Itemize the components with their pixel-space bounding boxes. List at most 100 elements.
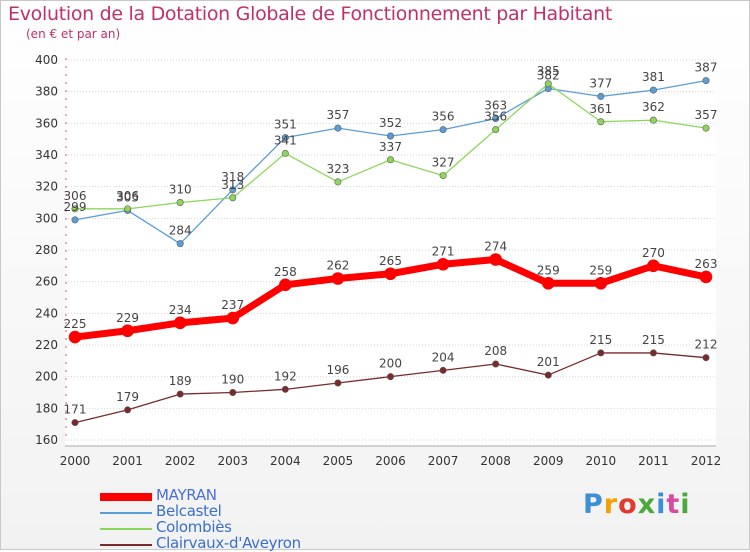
data-label: 229 — [116, 311, 139, 325]
data-label: 306 — [64, 189, 87, 203]
y-tick-label: 340 — [35, 148, 58, 162]
data-point — [229, 388, 237, 396]
data-label: 306 — [116, 189, 139, 203]
y-tick-label: 160 — [35, 433, 58, 447]
data-point — [121, 324, 134, 338]
y-tick-label: 300 — [35, 211, 58, 225]
logo-letter: x — [637, 489, 657, 520]
data-point — [649, 86, 657, 94]
x-tick-label: 2010 — [586, 454, 617, 468]
data-point — [71, 205, 79, 213]
data-point — [439, 366, 447, 374]
data-point — [702, 354, 710, 362]
legend-label: Clairvaux-d'Aveyron — [156, 534, 301, 552]
data-label: 284 — [169, 224, 192, 238]
data-point — [439, 126, 447, 134]
data-label: 385 — [537, 64, 560, 78]
logo-letter: r — [603, 489, 619, 520]
y-tick-label: 380 — [35, 85, 58, 99]
data-label: 274 — [484, 240, 507, 254]
data-label: 189 — [169, 374, 192, 388]
data-label: 299 — [64, 200, 87, 214]
data-point — [226, 311, 240, 325]
data-point — [544, 371, 552, 379]
logo-letter: i — [656, 489, 667, 520]
data-point — [597, 349, 605, 357]
y-tick-label: 220 — [35, 338, 58, 352]
data-label: 363 — [484, 99, 507, 113]
data-point — [699, 270, 713, 284]
data-point — [229, 194, 237, 202]
data-point — [331, 272, 345, 285]
proxiti-logo: Proxiti — [583, 489, 691, 520]
data-point — [702, 77, 710, 85]
data-label: 352 — [379, 116, 402, 130]
data-point — [384, 267, 397, 281]
data-point — [649, 116, 657, 124]
x-tick-label: 2009 — [533, 454, 564, 468]
data-point — [71, 216, 79, 224]
data-label: 234 — [169, 303, 192, 317]
data-label: 204 — [432, 350, 455, 364]
data-point — [229, 186, 237, 194]
data-label: 377 — [589, 76, 612, 90]
x-tick-label: 2011 — [638, 454, 669, 468]
legend-swatch — [100, 544, 152, 546]
data-label: 357 — [695, 108, 718, 122]
data-label: 361 — [589, 102, 612, 116]
data-label: 258 — [274, 265, 297, 279]
data-point — [492, 126, 500, 134]
data-label: 208 — [484, 344, 507, 358]
logo-letter: i — [680, 489, 691, 520]
data-label: 212 — [695, 338, 718, 352]
data-label: 190 — [221, 373, 244, 387]
chart-subtitle: (en € et par an) — [26, 27, 121, 41]
data-label: 263 — [695, 257, 718, 271]
x-tick-label: 2005 — [323, 454, 354, 468]
x-tick-label: 2007 — [428, 454, 459, 468]
data-point — [176, 240, 184, 248]
y-tick-label: 180 — [35, 401, 58, 415]
data-label: 271 — [432, 244, 455, 258]
data-point — [71, 419, 79, 427]
x-tick-label: 2008 — [480, 454, 511, 468]
data-label: 171 — [64, 403, 87, 417]
x-tick-label: 2001 — [112, 454, 143, 468]
data-point — [647, 259, 660, 273]
logo-letter: o — [618, 489, 638, 520]
data-point — [492, 360, 500, 368]
y-tick-label: 280 — [35, 243, 58, 257]
data-point — [176, 199, 184, 207]
data-label: 356 — [432, 110, 455, 124]
y-tick-label: 320 — [35, 180, 58, 194]
data-point — [594, 276, 608, 290]
data-label: 262 — [326, 259, 349, 273]
data-point — [334, 379, 342, 387]
data-point — [544, 80, 552, 88]
legend-swatch — [100, 512, 152, 514]
y-tick-label: 400 — [35, 53, 58, 67]
data-point — [386, 373, 394, 381]
data-label: 179 — [116, 390, 139, 404]
data-label: 201 — [537, 355, 560, 369]
data-point — [281, 385, 289, 393]
data-label: 237 — [221, 298, 244, 312]
chart-title: Evolution de la Dotation Globale de Fonc… — [8, 3, 613, 25]
data-point — [124, 205, 132, 213]
data-point — [386, 156, 394, 164]
data-point — [492, 115, 500, 123]
data-point — [334, 178, 342, 186]
data-label: 351 — [274, 118, 297, 132]
y-tick-label: 200 — [35, 370, 58, 384]
data-point — [281, 134, 289, 142]
data-point — [124, 406, 132, 414]
x-tick-label: 2004 — [270, 454, 301, 468]
logo-letter: P — [583, 489, 604, 520]
data-label: 318 — [221, 170, 244, 184]
data-point — [702, 124, 710, 132]
data-label: 381 — [642, 70, 665, 84]
data-point — [281, 149, 289, 157]
data-label: 337 — [379, 140, 402, 154]
data-label: 357 — [326, 108, 349, 122]
